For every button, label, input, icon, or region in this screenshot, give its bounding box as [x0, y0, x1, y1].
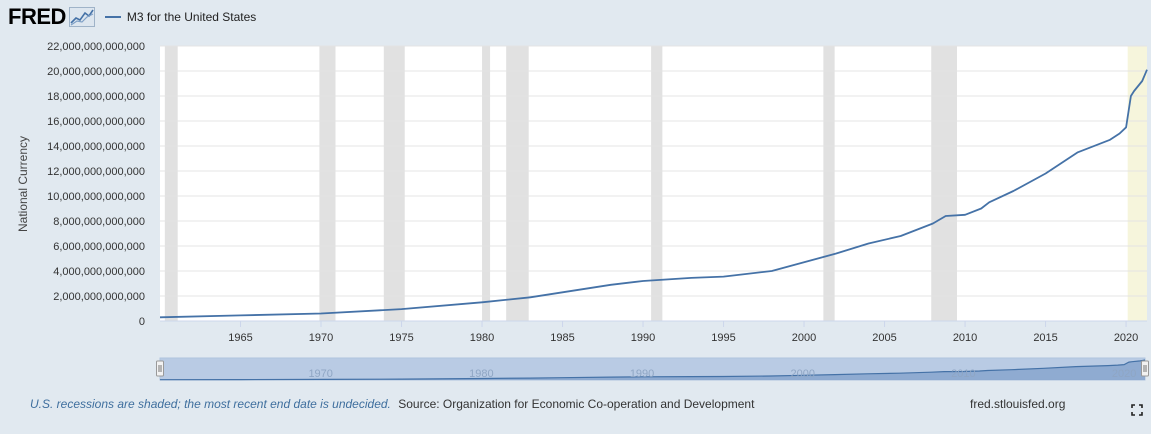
fullscreen-icon[interactable]	[1131, 404, 1143, 416]
recession-band	[482, 46, 491, 321]
recession-band	[651, 46, 663, 321]
navigator-line	[159, 359, 1146, 381]
series-layer	[159, 69, 1148, 319]
x-tick-label: 2020	[1114, 332, 1138, 344]
y-tick-label: 20,000,000,000,000	[47, 66, 145, 78]
chart-header: FRED M3 for the United States	[8, 4, 256, 30]
y-tick-label: 16,000,000,000,000	[47, 116, 145, 128]
recession-band	[506, 46, 529, 321]
x-tick-label: 2005	[872, 332, 896, 344]
navigator-label: 1980	[469, 368, 493, 380]
navigator-label: 1990	[630, 368, 654, 380]
legend-label: M3 for the United States	[126, 10, 257, 24]
navigator-handle-right[interactable]	[1141, 360, 1149, 377]
legend-line-icon	[104, 16, 121, 18]
y-tick-label: 18,000,000,000,000	[47, 91, 145, 103]
y-axis: 0 2,000,000,000,000 4,000,000,000,000 6,000…	[47, 41, 145, 328]
recession-bands	[164, 46, 1147, 321]
fred-logo-graph-icon	[68, 7, 95, 27]
y-tick-label: 4,000,000,000,000	[53, 266, 145, 278]
y-tick-label: 12,000,000,000,000	[47, 166, 145, 178]
x-tick-label: 2010	[953, 332, 977, 344]
navigator-label: 1970	[308, 368, 332, 380]
fred-logo[interactable]: FRED	[8, 4, 66, 29]
y-tick-label: 8,000,000,000,000	[53, 216, 145, 228]
recession-band	[164, 46, 178, 321]
y-tick-label: 2,000,000,000,000	[53, 291, 145, 303]
y-tick-label: 14,000,000,000,000	[47, 141, 145, 153]
x-tick-label: 2000	[792, 332, 816, 344]
series-line	[159, 69, 1148, 319]
recession-note: U.S. recessions are shaded; the most rec…	[30, 397, 391, 411]
recession-band	[931, 46, 958, 321]
y-tick-label: 22,000,000,000,000	[47, 41, 145, 53]
y-tick-label: 6,000,000,000,000	[53, 241, 145, 253]
x-axis: 1965 1970 1975 1980 1985 1990 1995 2000 2005 2010…	[160, 320, 1147, 344]
x-tick-label: 1980	[470, 332, 494, 344]
navigator-area	[160, 360, 1145, 380]
y-tick-label: 0	[139, 316, 145, 328]
site-link[interactable]: fred.stlouisfed.org	[970, 397, 1066, 411]
x-tick-label: 1975	[389, 332, 413, 344]
recession-band	[383, 46, 405, 321]
x-tick-label: 1970	[309, 332, 333, 344]
navigator-label: 2000	[790, 368, 814, 380]
recession-band	[823, 46, 835, 321]
navigator-label: 2020	[1112, 368, 1136, 380]
source-text: Source: Organization for Economic Co-ope…	[398, 397, 755, 411]
x-tick-label: 1990	[631, 332, 655, 344]
x-tick-label: 1995	[711, 332, 735, 344]
recession-band-recent	[1127, 46, 1147, 321]
navigator-handle-left[interactable]	[156, 360, 164, 377]
y-axis-title: National Currency	[16, 136, 30, 232]
x-tick-label: 2015	[1033, 332, 1057, 344]
range-navigator[interactable]: 1970 1980 1990 2000 2010 2020	[156, 357, 1149, 381]
navigator-label: 2010	[951, 368, 975, 380]
footer-note: U.S. recessions are shaded; the most rec…	[30, 397, 754, 411]
y-tick-label: 10,000,000,000,000	[47, 191, 145, 203]
x-tick-label: 1985	[550, 332, 574, 344]
x-tick-label: 1965	[228, 332, 252, 344]
recession-band	[319, 46, 336, 321]
